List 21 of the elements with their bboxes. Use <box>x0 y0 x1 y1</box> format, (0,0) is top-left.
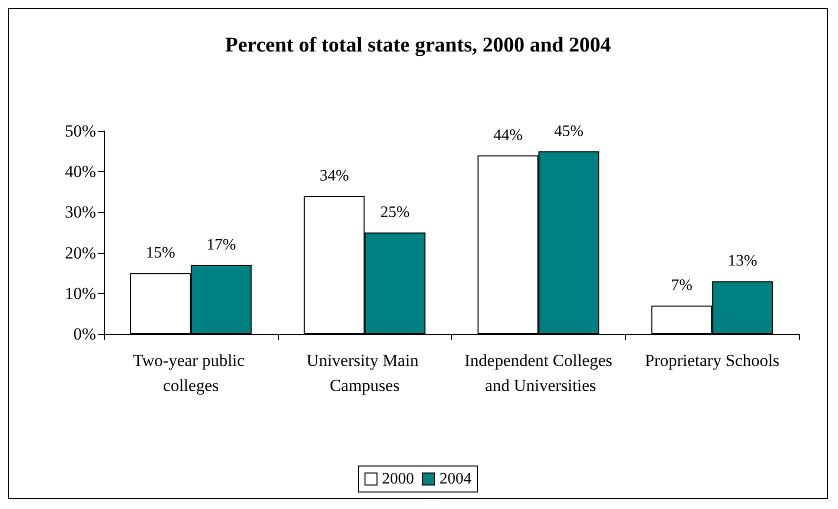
data-label: 15% <box>146 244 176 262</box>
y-tick-label: 0% <box>73 324 96 344</box>
legend-label: 2004 <box>440 470 472 488</box>
chart-title: Percent of total state grants, 2000 and 2004 <box>225 32 612 56</box>
data-label: 7% <box>671 277 692 294</box>
legend-label: 2000 <box>382 470 414 488</box>
y-tick-label: 40% <box>64 162 96 182</box>
data-label: 17% <box>206 236 236 254</box>
y-tick-label: 50% <box>64 122 96 140</box>
data-label: 45% <box>554 122 584 140</box>
x-tick-label: Two-year public colleges <box>132 351 249 395</box>
y-tick-label: 30% <box>64 202 96 222</box>
y-tick-label: 10% <box>64 284 96 303</box>
data-label: 25% <box>380 204 410 221</box>
data-label: 34% <box>320 167 349 184</box>
x-tick-label: Proprietary Schools <box>644 351 780 370</box>
x-tick-label: Independent Colleges and Universities <box>464 351 612 395</box>
y-tick-label: 20% <box>64 243 96 262</box>
x-tick-label: University Main Campuses <box>306 351 423 395</box>
data-label: 13% <box>728 252 758 270</box>
data-label: 44% <box>493 126 523 144</box>
